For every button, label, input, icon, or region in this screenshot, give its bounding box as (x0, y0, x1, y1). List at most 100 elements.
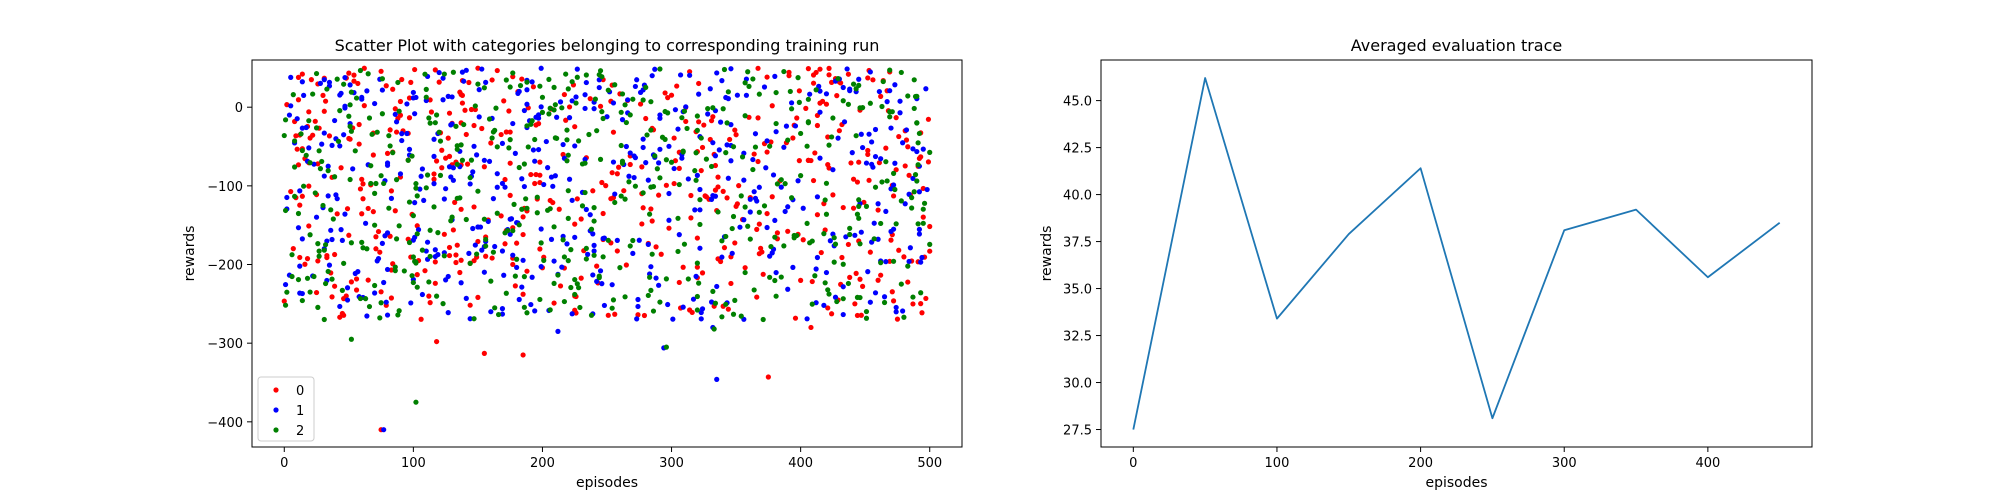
scatter-point (867, 299, 873, 305)
scatter-point (499, 180, 506, 187)
scatter-point (432, 259, 438, 265)
scatter-point (892, 82, 898, 88)
scatter-point (818, 249, 824, 256)
scatter-point (440, 97, 446, 103)
scatter-point (887, 258, 893, 264)
scatter-point (814, 254, 821, 261)
scatter-point (437, 138, 444, 144)
scatter-point (374, 129, 380, 135)
scatter-point (694, 260, 700, 266)
scatter-point (524, 79, 530, 85)
scatter-point (680, 304, 686, 310)
scatter-point (450, 69, 456, 75)
scatter-point (840, 296, 846, 302)
scatter-point (450, 227, 456, 233)
scatter-point (510, 120, 516, 127)
scatter-point (560, 141, 566, 148)
scatter-point (670, 316, 676, 322)
scatter-point (696, 280, 702, 286)
scatter-point (680, 264, 686, 270)
scatter-point (696, 80, 702, 87)
scatter-point (528, 301, 534, 308)
scatter-point (586, 131, 592, 138)
scatter-point (578, 275, 584, 281)
scatter-point (556, 206, 562, 212)
scatter-point (723, 233, 729, 240)
y-tick-label: −300 (207, 337, 243, 352)
scatter-point (492, 243, 498, 250)
scatter-point (856, 215, 862, 221)
scatter-point (524, 268, 530, 274)
scatter-point (299, 79, 305, 85)
scatter-point (565, 258, 571, 264)
scatter-point (422, 268, 428, 274)
scatter-point (282, 117, 289, 123)
scatter-point (434, 158, 440, 164)
scatter-point (694, 307, 700, 313)
scatter-point (671, 180, 677, 187)
scatter-point (803, 105, 809, 111)
scatter-point (804, 220, 810, 227)
scatter-point (656, 192, 662, 198)
scatter-point (871, 236, 877, 242)
scatter-point (384, 160, 391, 166)
scatter-point (325, 163, 331, 169)
scatter-point (446, 244, 453, 251)
scatter-point (532, 308, 538, 314)
scatter-point (441, 231, 447, 237)
scatter-point (458, 91, 464, 98)
scatter-point (734, 92, 740, 98)
scatter-point (443, 186, 449, 192)
scatter-point (732, 127, 738, 133)
scatter-point (583, 79, 589, 86)
scatter-point (823, 211, 830, 217)
scatter-point (463, 295, 469, 301)
scatter-point (652, 153, 658, 159)
scatter-point (616, 164, 622, 170)
scatter-point (434, 112, 440, 118)
scatter-point (755, 65, 761, 71)
scatter-point (366, 303, 373, 310)
scatter-point (714, 70, 720, 76)
scatter-point (705, 111, 711, 117)
scatter-point (494, 184, 500, 190)
scatter-point (452, 199, 458, 205)
scatter-point (830, 192, 836, 198)
scatter-point (445, 310, 451, 316)
scatter-point (293, 133, 299, 139)
scatter-point (742, 113, 748, 119)
scatter-point (292, 193, 298, 200)
scatter-point (503, 290, 509, 296)
scatter-point (413, 260, 419, 266)
scatter-point (599, 179, 605, 186)
y-tick-label: 42.5 (1063, 142, 1092, 157)
scatter-point (715, 209, 721, 215)
scatter-point (635, 296, 641, 303)
scatter-point (900, 140, 906, 146)
scatter-point (572, 234, 578, 240)
scatter-point (467, 260, 473, 266)
scatter-point (648, 127, 654, 133)
scatter-point (310, 132, 316, 138)
scatter-point (431, 136, 437, 142)
scatter-point (541, 181, 547, 188)
scatter-point (404, 130, 410, 137)
scatter-point (342, 105, 348, 111)
scatter-point (547, 307, 553, 313)
scatter-point (708, 118, 715, 124)
scatter-point (423, 94, 429, 100)
scatter-point (804, 143, 810, 149)
scatter-point (614, 237, 620, 243)
scatter-point (406, 115, 413, 121)
legend-marker (273, 387, 279, 393)
scatter-point (785, 228, 791, 234)
scatter-point (905, 93, 911, 99)
scatter-point (582, 156, 588, 162)
scatter-point (467, 181, 473, 187)
scatter-y-axis-label: rewards (182, 226, 198, 282)
scatter-point (681, 241, 688, 247)
scatter-point (557, 99, 564, 105)
scatter-point (393, 129, 400, 135)
scatter-point (315, 241, 321, 247)
scatter-point (910, 294, 916, 300)
